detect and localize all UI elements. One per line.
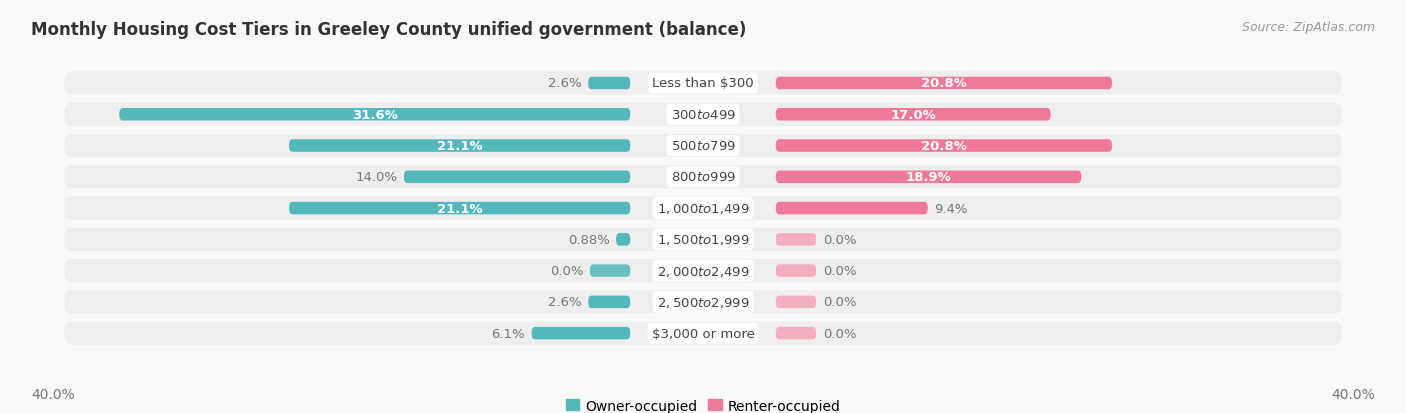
Text: 31.6%: 31.6% <box>352 109 398 121</box>
Text: Monthly Housing Cost Tiers in Greeley County unified government (balance): Monthly Housing Cost Tiers in Greeley Co… <box>31 21 747 38</box>
Text: 21.1%: 21.1% <box>437 140 482 153</box>
FancyBboxPatch shape <box>65 228 1341 251</box>
Text: 40.0%: 40.0% <box>1331 387 1375 401</box>
FancyBboxPatch shape <box>65 291 1341 314</box>
FancyBboxPatch shape <box>588 296 630 309</box>
FancyBboxPatch shape <box>776 202 928 215</box>
Text: 0.88%: 0.88% <box>568 233 610 246</box>
FancyBboxPatch shape <box>290 140 630 152</box>
Text: 0.0%: 0.0% <box>550 264 583 278</box>
FancyBboxPatch shape <box>776 265 815 277</box>
Text: Less than $300: Less than $300 <box>652 77 754 90</box>
Text: 17.0%: 17.0% <box>890 109 936 121</box>
FancyBboxPatch shape <box>65 135 1341 158</box>
FancyBboxPatch shape <box>591 265 630 277</box>
Text: $3,000 or more: $3,000 or more <box>651 327 755 340</box>
Text: 18.9%: 18.9% <box>905 171 952 184</box>
Legend: Owner-occupied, Renter-occupied: Owner-occupied, Renter-occupied <box>565 399 841 413</box>
FancyBboxPatch shape <box>65 322 1341 345</box>
FancyBboxPatch shape <box>776 233 815 246</box>
Text: 9.4%: 9.4% <box>934 202 967 215</box>
Text: 2.6%: 2.6% <box>548 296 582 309</box>
Text: 0.0%: 0.0% <box>823 264 856 278</box>
FancyBboxPatch shape <box>588 78 630 90</box>
Text: $1,000 to $1,499: $1,000 to $1,499 <box>657 202 749 216</box>
Text: 40.0%: 40.0% <box>31 387 75 401</box>
FancyBboxPatch shape <box>531 327 630 339</box>
FancyBboxPatch shape <box>776 109 1050 121</box>
FancyBboxPatch shape <box>404 171 630 184</box>
FancyBboxPatch shape <box>776 296 815 309</box>
Text: 6.1%: 6.1% <box>492 327 526 340</box>
Text: 21.1%: 21.1% <box>437 202 482 215</box>
Text: 2.6%: 2.6% <box>548 77 582 90</box>
Text: $2,000 to $2,499: $2,000 to $2,499 <box>657 264 749 278</box>
FancyBboxPatch shape <box>65 259 1341 282</box>
Text: $300 to $499: $300 to $499 <box>671 109 735 121</box>
Text: 0.0%: 0.0% <box>823 327 856 340</box>
Text: 14.0%: 14.0% <box>356 171 398 184</box>
FancyBboxPatch shape <box>120 109 630 121</box>
Text: $800 to $999: $800 to $999 <box>671 171 735 184</box>
Text: $500 to $799: $500 to $799 <box>671 140 735 153</box>
Text: 20.8%: 20.8% <box>921 140 967 153</box>
FancyBboxPatch shape <box>776 140 1112 152</box>
FancyBboxPatch shape <box>65 72 1341 95</box>
Text: Source: ZipAtlas.com: Source: ZipAtlas.com <box>1241 21 1375 33</box>
Text: 0.0%: 0.0% <box>823 233 856 246</box>
FancyBboxPatch shape <box>65 103 1341 126</box>
FancyBboxPatch shape <box>776 78 1112 90</box>
FancyBboxPatch shape <box>290 202 630 215</box>
Text: $1,500 to $1,999: $1,500 to $1,999 <box>657 233 749 247</box>
FancyBboxPatch shape <box>776 327 815 339</box>
FancyBboxPatch shape <box>616 233 630 246</box>
Text: $2,500 to $2,999: $2,500 to $2,999 <box>657 295 749 309</box>
Text: 20.8%: 20.8% <box>921 77 967 90</box>
Text: 0.0%: 0.0% <box>823 296 856 309</box>
FancyBboxPatch shape <box>65 197 1341 220</box>
FancyBboxPatch shape <box>65 166 1341 189</box>
FancyBboxPatch shape <box>776 171 1081 184</box>
